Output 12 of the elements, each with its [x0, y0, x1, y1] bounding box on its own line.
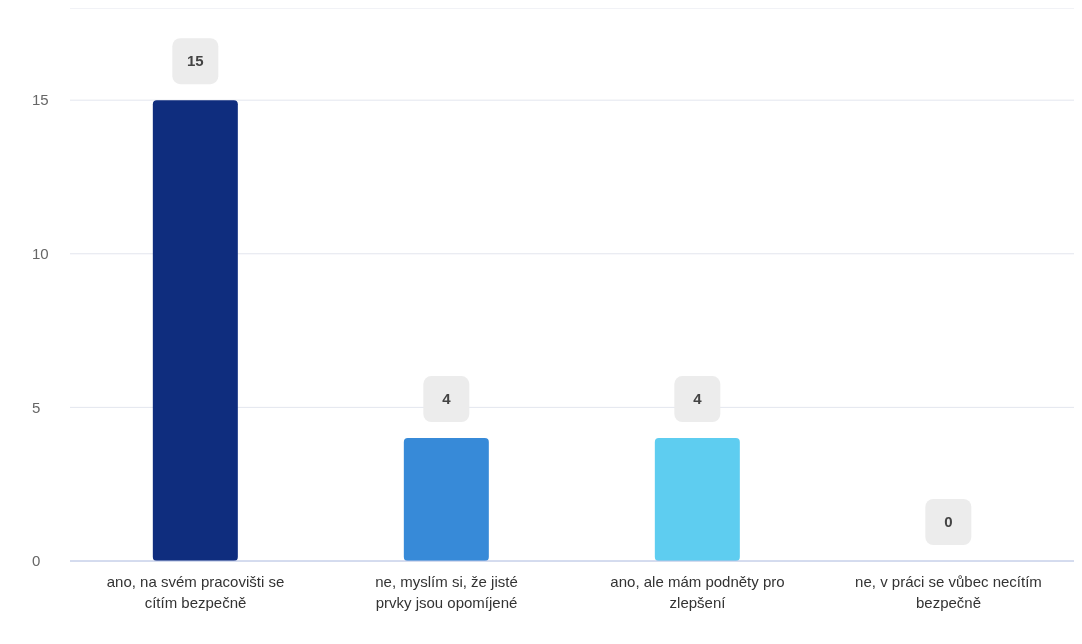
data-label: 4: [693, 390, 703, 408]
data-label: 0: [944, 513, 953, 530]
x-tick-label: ne, myslím si, že jisté prvky jsou opomíjené: [375, 573, 518, 611]
y-tick-label: 5: [32, 398, 41, 416]
x-tick-label: ano, na svém pracovišti se cítím bezpečně: [106, 573, 285, 611]
x-tick-label: ano, ale mám podněty pro zlepšení: [610, 573, 785, 611]
x-tick-label: ne, v práci se vůbec necítím bezpečně: [855, 573, 1042, 611]
data-label: 4: [442, 390, 452, 408]
data-label: 15: [186, 52, 204, 70]
y-tick-label: 15: [32, 91, 49, 109]
y-tick-label: 0: [32, 552, 41, 570]
y-tick-label: 10: [32, 245, 49, 263]
